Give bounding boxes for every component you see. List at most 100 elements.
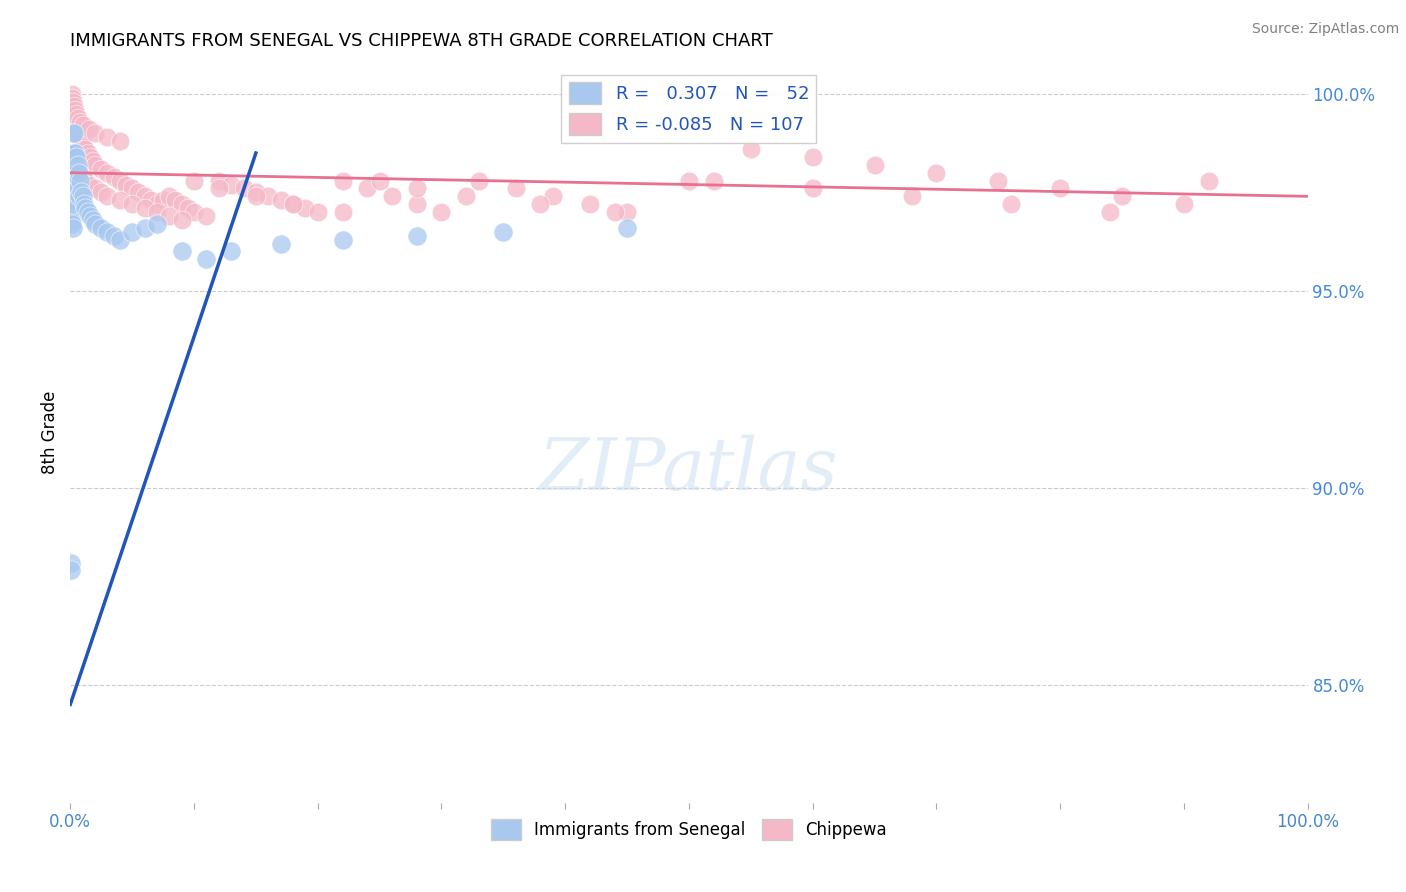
Point <box>157 189 180 203</box>
Point <box>90 161 112 176</box>
Point <box>281 197 304 211</box>
Point <box>108 173 131 187</box>
Point <box>72 119 94 133</box>
Point <box>60 87 83 101</box>
Point <box>65 103 87 117</box>
Y-axis label: 8th Grade: 8th Grade <box>41 391 59 475</box>
Point <box>219 244 242 259</box>
Point <box>60 205 83 219</box>
Point <box>79 209 101 223</box>
Point <box>62 146 84 161</box>
Point <box>134 220 156 235</box>
Point <box>67 166 90 180</box>
Point <box>356 181 378 195</box>
Point <box>170 197 193 211</box>
Point <box>65 150 87 164</box>
Point <box>76 205 98 219</box>
Point <box>103 169 125 184</box>
Point <box>65 186 87 200</box>
Point <box>72 138 94 153</box>
Point <box>62 166 84 180</box>
Point <box>63 146 86 161</box>
Point <box>62 197 84 211</box>
Point <box>456 189 478 203</box>
Point <box>60 91 83 105</box>
Point <box>925 166 948 180</box>
Point <box>82 153 104 168</box>
Point <box>66 158 89 172</box>
Point <box>84 158 107 172</box>
Point <box>678 173 700 187</box>
Point <box>146 197 169 211</box>
Point <box>232 181 254 195</box>
Point <box>801 150 824 164</box>
Point <box>146 205 169 219</box>
Point <box>90 220 112 235</box>
Point <box>257 189 280 203</box>
Text: ZIPatlas: ZIPatlas <box>538 434 839 505</box>
Point <box>65 114 87 128</box>
Point <box>405 181 427 195</box>
Point <box>103 228 125 243</box>
Point <box>62 95 84 109</box>
Point <box>165 194 187 208</box>
Point <box>332 205 354 219</box>
Point <box>157 209 180 223</box>
Point <box>72 189 94 203</box>
Point <box>177 201 200 215</box>
Point <box>381 189 404 203</box>
Point <box>82 213 104 227</box>
Point <box>60 150 83 164</box>
Point <box>62 181 84 195</box>
Point <box>208 181 231 195</box>
Point <box>195 209 218 223</box>
Point <box>60 564 83 578</box>
Point <box>84 217 107 231</box>
Point <box>63 126 86 140</box>
Point <box>63 166 86 180</box>
Point <box>332 233 354 247</box>
Point <box>60 217 83 231</box>
Point <box>69 166 91 180</box>
Point <box>66 122 89 136</box>
Point <box>863 158 886 172</box>
Point <box>65 106 87 120</box>
Point <box>405 197 427 211</box>
Point <box>62 220 84 235</box>
Point <box>1049 181 1071 195</box>
Point <box>72 169 94 184</box>
Point <box>208 173 231 187</box>
Point <box>60 186 83 200</box>
Point <box>900 189 922 203</box>
Point <box>75 201 97 215</box>
Point <box>65 146 87 161</box>
Point <box>70 134 93 148</box>
Point <box>63 150 86 164</box>
Point <box>170 213 193 227</box>
Point <box>96 166 118 180</box>
Point <box>108 233 131 247</box>
Point <box>62 146 84 161</box>
Point <box>579 197 602 211</box>
Point <box>1111 189 1133 203</box>
Point <box>62 126 84 140</box>
Point <box>152 194 174 208</box>
Point <box>1000 197 1022 211</box>
Text: IMMIGRANTS FROM SENEGAL VS CHIPPEWA 8TH GRADE CORRELATION CHART: IMMIGRANTS FROM SENEGAL VS CHIPPEWA 8TH … <box>70 32 773 50</box>
Point <box>70 186 93 200</box>
Point <box>505 181 527 195</box>
Point <box>67 126 90 140</box>
Point <box>987 173 1010 187</box>
Point <box>67 189 90 203</box>
Point <box>616 205 638 219</box>
Point <box>121 225 143 239</box>
Point <box>281 197 304 211</box>
Point <box>60 556 83 570</box>
Legend: Immigrants from Senegal, Chippewa: Immigrants from Senegal, Chippewa <box>484 813 894 847</box>
Point <box>96 130 118 145</box>
Point <box>170 244 193 259</box>
Point <box>307 205 329 219</box>
Point <box>405 228 427 243</box>
Point <box>63 99 86 113</box>
Point <box>1173 197 1195 211</box>
